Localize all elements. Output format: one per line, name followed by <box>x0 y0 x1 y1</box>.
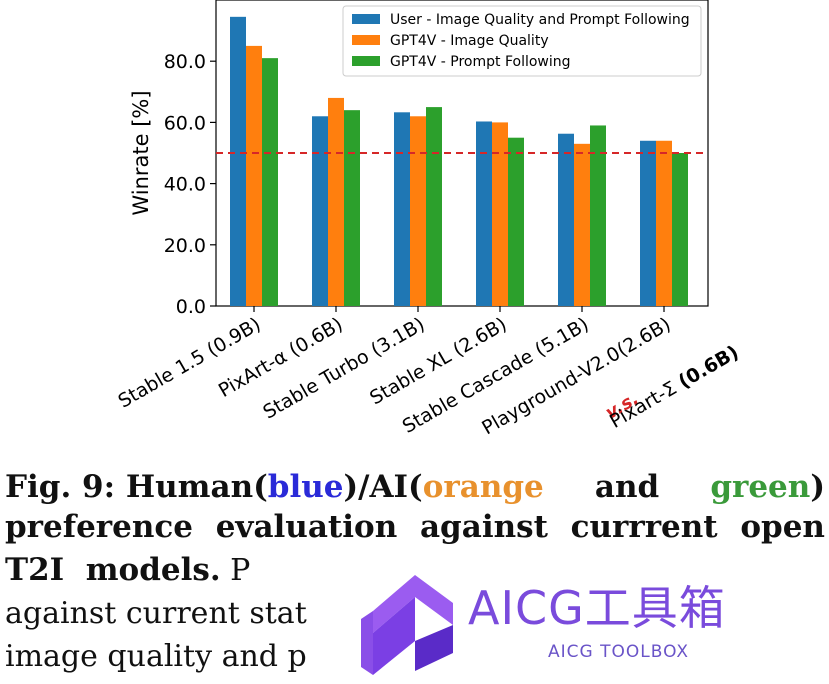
caption-word: currrent <box>570 509 718 545</box>
caption-orange: orange <box>422 469 544 505</box>
x-axis-ticks: Stable 1.5 (0.9B)PixArt-α (0.6B)Stable T… <box>114 306 675 439</box>
caption-and: and <box>594 469 660 505</box>
bar <box>590 125 606 307</box>
caption-line1-right: green) <box>710 466 825 509</box>
caption-green: green <box>710 469 811 505</box>
caption-word: open <box>740 509 825 545</box>
caption-line-3: T2I models. P <box>5 549 825 592</box>
legend-label: GPT4V - Prompt Following <box>390 54 571 70</box>
figure-caption: Fig. 9: Human(blue)/AI(orange and green)… <box>5 466 825 678</box>
caption-line-2: preference evaluation against currrent o… <box>5 509 825 545</box>
caption-close: ) <box>810 469 825 505</box>
caption-word: against <box>419 509 548 545</box>
bar <box>426 107 442 306</box>
y-axis-ticks: 0.0 20.0 40.0 60.0 80.0 <box>164 51 216 318</box>
y-tick-label: 0.0 <box>176 296 206 318</box>
y-tick-label: 20.0 <box>164 235 206 257</box>
legend-swatch <box>352 14 380 24</box>
caption-word: preference <box>5 509 193 545</box>
bar <box>476 121 492 307</box>
bar <box>656 140 672 306</box>
y-tick-label: 40.0 <box>164 174 206 196</box>
caption-human-ai: Human( <box>115 469 268 505</box>
caption-t2i-models: T2I models. <box>5 552 221 588</box>
caption-word: evaluation <box>215 509 398 545</box>
caption-blue: blue <box>267 469 344 505</box>
y-tick-label: 60.0 <box>164 112 206 134</box>
legend: User - Image Quality and Prompt Followin… <box>342 5 702 77</box>
bar <box>344 110 360 306</box>
caption-line1-left: Fig. 9: Human(blue)/AI(orange <box>5 466 544 509</box>
bar <box>492 122 508 307</box>
legend-label: User - Image Quality and Prompt Followin… <box>390 12 690 28</box>
bar <box>262 58 278 306</box>
y-axis-label: Winrate [%] <box>129 90 153 215</box>
caption-line-5: image quality and p <box>5 639 307 674</box>
x-tick-label: Stable 1.5 (0.9B) <box>114 313 264 412</box>
aicg-logo-icon <box>361 575 453 675</box>
caption-line-4: against current stat <box>5 596 307 631</box>
caption-line-1: Fig. 9: Human(blue)/AI(orange and green) <box>5 466 825 509</box>
bar <box>672 153 688 306</box>
legend-label: GPT4V - Image Quality <box>390 33 549 49</box>
bar <box>230 16 246 307</box>
bar <box>640 140 656 306</box>
legend-swatch <box>352 56 380 66</box>
bar <box>246 45 262 307</box>
bar <box>328 97 344 306</box>
legend-box <box>342 5 702 77</box>
bars-group <box>230 16 688 307</box>
bar <box>558 133 574 306</box>
watermark-subtitle: AICG TOOLBOX <box>548 642 690 662</box>
winrate-bar-chart: 0.0 20.0 40.0 60.0 80.0 Winrate [%] Stable 1… <box>114 0 743 439</box>
pixart-sigma-size: (0.6B) <box>675 341 743 393</box>
fig-label: Fig. 9: <box>5 469 116 505</box>
caption-ai: )/AI( <box>343 469 423 505</box>
y-tick-label: 80.0 <box>164 51 206 73</box>
bar <box>394 112 410 306</box>
bar <box>574 143 590 306</box>
legend-swatch <box>352 35 380 45</box>
bar <box>508 137 524 306</box>
aicg-watermark: AICG工具箱 AICG TOOLBOX <box>318 558 829 684</box>
bar <box>410 116 426 306</box>
watermark-title: AICG工具箱 <box>468 581 726 635</box>
bar <box>312 116 328 306</box>
caption-line3-rest: P <box>220 553 251 588</box>
